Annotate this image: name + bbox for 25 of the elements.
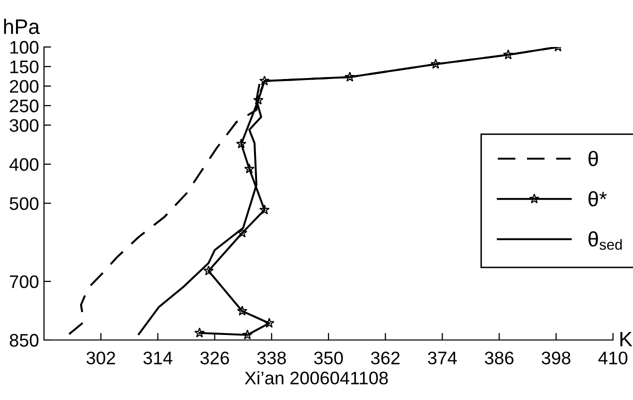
y-tick-label: 150 xyxy=(10,60,38,74)
y-tick-label: 200 xyxy=(10,80,38,93)
x-tick-label: 326 xyxy=(200,352,229,364)
y-tick-label: 250 xyxy=(10,100,38,112)
legend-label: θ$_{sed}$ xyxy=(588,231,622,250)
x-tick-label: 386 xyxy=(484,352,514,364)
x-tick-label: 362 xyxy=(371,352,400,364)
x-tick-label: 410 xyxy=(598,352,628,364)
x-tick-label: 398 xyxy=(542,352,570,364)
x-axis-title: K xyxy=(620,332,632,346)
y-tick-label: 850 xyxy=(10,334,38,347)
text: Xi’an 2006041108 xyxy=(244,371,388,384)
legend-label: θ xyxy=(588,150,598,166)
legend-label: θ* xyxy=(588,191,607,206)
x-tick-label: 302 xyxy=(86,352,116,364)
y-tick-label: 700 xyxy=(10,275,38,288)
y-tick-label: 300 xyxy=(10,119,38,132)
y-tick-label: 100 xyxy=(10,40,38,54)
y-tick-label: 500 xyxy=(10,197,38,210)
x-tick-label: 314 xyxy=(143,352,172,364)
x-tick-label: 338 xyxy=(257,352,286,364)
x-tick-label: 350 xyxy=(314,352,343,364)
y-tick-label: 400 xyxy=(9,158,38,171)
x-tick-label: 374 xyxy=(428,352,457,364)
y-axis-title: hPa xyxy=(4,18,40,34)
